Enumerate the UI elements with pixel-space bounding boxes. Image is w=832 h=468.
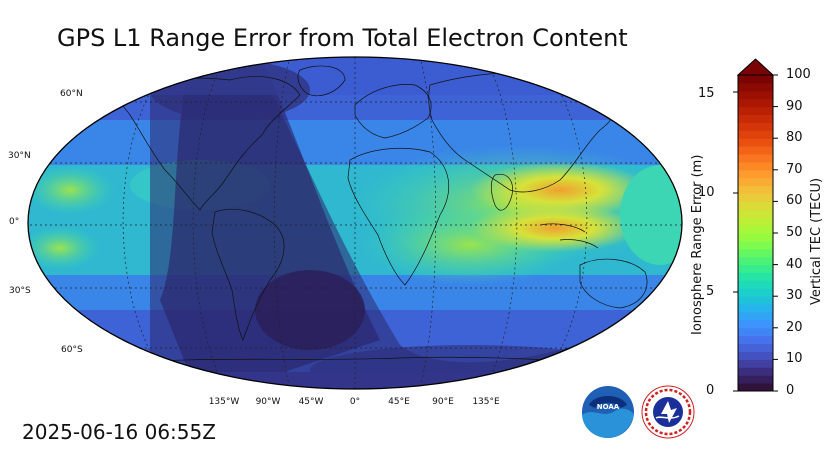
colorbar-segment: [738, 272, 773, 281]
colorbar-segment: [738, 185, 773, 194]
right-axis-label: Vertical TEC (TECU): [809, 177, 824, 305]
left-tick-5: 5: [706, 284, 715, 299]
colorbar-segment: [738, 154, 773, 163]
colorbar-segment: [738, 169, 773, 179]
lat-label-30n: 30°N: [8, 151, 31, 161]
colorbar-segment: [738, 98, 773, 108]
nws-logo: [641, 385, 695, 443]
left-tick-0: 0: [706, 383, 715, 398]
timestamp: 2025-06-16 06:55Z: [22, 420, 216, 444]
colorbar-segment: [738, 288, 773, 297]
colorbar-segment: [738, 343, 773, 352]
lon-label-45e: 45°E: [388, 397, 410, 407]
right-tick-label: 80: [786, 130, 803, 146]
right-tick-label: 10: [786, 351, 803, 367]
right-tick-label: 70: [786, 161, 803, 177]
noaa-logo-text: NOAA: [597, 403, 620, 411]
right-tick-label: 60: [786, 193, 803, 209]
lat-label-0: 0°: [9, 217, 20, 227]
colorbar-segment: [738, 177, 773, 187]
right-tick-label: 20: [786, 319, 803, 335]
map-svg: [27, 56, 683, 390]
colorbar-segment: [738, 256, 773, 266]
colorbar-segment: [738, 201, 773, 210]
colorbar-segment: [738, 240, 773, 250]
chart-title: GPS L1 Range Error from Total Electron C…: [57, 24, 628, 52]
colorbar-ticks: [733, 74, 778, 392]
colorbar-segment: [738, 90, 773, 100]
colorbar-segment: [738, 75, 773, 84]
tec-map: 60°N 30°N 0° 30°S 60°S 135°W 90°W 45°W 0…: [8, 56, 683, 407]
lon-label-135w: 135°W: [208, 397, 240, 407]
colorbar-segment: [738, 161, 773, 171]
colorbar-segment: [738, 335, 773, 345]
lat-label-60n: 60°N: [60, 89, 83, 99]
colorbar-segment: [738, 375, 773, 384]
colorbar-segment: [738, 304, 773, 313]
right-tick-label: 100: [786, 67, 811, 82]
colorbar-segment: [738, 138, 773, 147]
left-axis-label: Ionosphere Range Error (m): [690, 154, 705, 335]
colorbar-segment: [738, 122, 773, 131]
lon-label-135e: 135°E: [472, 397, 500, 407]
colorbar-segment: [738, 130, 773, 139]
colorbar-segment: [738, 225, 773, 234]
left-tick-15: 15: [698, 86, 715, 101]
colorbar-segment: [738, 209, 773, 218]
colorbar-segment: [738, 312, 773, 321]
lon-label-90w: 90°W: [255, 397, 281, 407]
right-tick-label: 50: [786, 225, 803, 240]
colorbar-segment: [738, 383, 773, 392]
colorbar-segment: [738, 106, 773, 115]
colorbar-segment: [738, 264, 773, 273]
colorbar-segment: [738, 327, 773, 337]
colorbar-segment: [738, 146, 773, 155]
colorbar-segment: [738, 280, 773, 289]
right-tick-label: 0: [786, 383, 795, 398]
lon-label-45w: 45°W: [298, 397, 324, 407]
lat-label-30s: 30°S: [9, 286, 31, 296]
right-tick-label: 40: [786, 256, 803, 272]
lat-label-60s: 60°S: [61, 345, 83, 355]
colorbar-segments: [738, 75, 773, 392]
colorbar-segment: [738, 193, 773, 202]
colorbar-segment: [738, 296, 773, 305]
noaa-logo: NOAA: [581, 385, 635, 443]
colorbar-extend-arrow: [736, 58, 775, 76]
left-tick-10: 10: [698, 185, 715, 200]
colorbar-segment: [738, 351, 773, 360]
lon-label-0: 0°: [349, 397, 361, 407]
lon-label-90e: 90°E: [432, 397, 454, 407]
right-tick-label: 30: [786, 288, 803, 304]
colorbar-segment: [738, 82, 773, 92]
colorbar-segment: [738, 359, 773, 368]
colorbar-segment: [738, 217, 773, 226]
colorbar-segment: [738, 367, 773, 376]
colorbar-segment: [738, 114, 773, 123]
right-tick-label: 90: [786, 98, 803, 114]
colorbar-segment: [738, 248, 773, 258]
colorbar-segment: [738, 319, 773, 329]
colorbar-segment: [738, 233, 773, 242]
map-outline: [27, 56, 683, 390]
